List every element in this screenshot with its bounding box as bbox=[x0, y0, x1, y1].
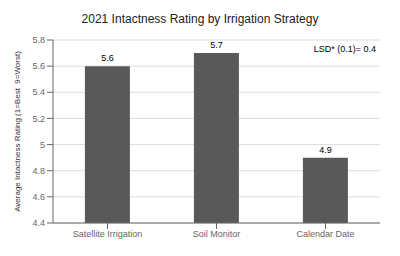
svg-text:5.7: 5.7 bbox=[210, 40, 223, 50]
svg-text:5: 5 bbox=[40, 140, 45, 150]
html-text:LSD* (0.1)= 0.4: LSD* (0.1)= 0.4 bbox=[313, 44, 376, 54]
svg-text:4.4: 4.4 bbox=[32, 218, 45, 228]
svg-text:4.9: 4.9 bbox=[319, 145, 332, 155]
svg-text:5.4: 5.4 bbox=[32, 87, 45, 97]
svg-text:4.6: 4.6 bbox=[32, 192, 45, 202]
svg-text:Calendar Date: Calendar Date bbox=[296, 229, 354, 239]
svg-text:5.8: 5.8 bbox=[32, 35, 45, 45]
svg-text:5.6: 5.6 bbox=[32, 61, 45, 71]
html-text:2021 Intactness Rating by Irri: 2021 Intactness Rating by Irrigation Str… bbox=[81, 12, 319, 26]
svg-text:Average Intactness Rating (1=B: Average Intactness Rating (1=Best 9=Wors… bbox=[13, 51, 22, 212]
svg-text:4.8: 4.8 bbox=[32, 166, 45, 176]
svg-text:Satellite Irrigation: Satellite Irrigation bbox=[73, 229, 143, 239]
svg-text:5.2: 5.2 bbox=[32, 114, 45, 124]
svg-text:5.6: 5.6 bbox=[101, 53, 114, 63]
svg-text:Soil Monitor: Soil Monitor bbox=[193, 229, 241, 239]
